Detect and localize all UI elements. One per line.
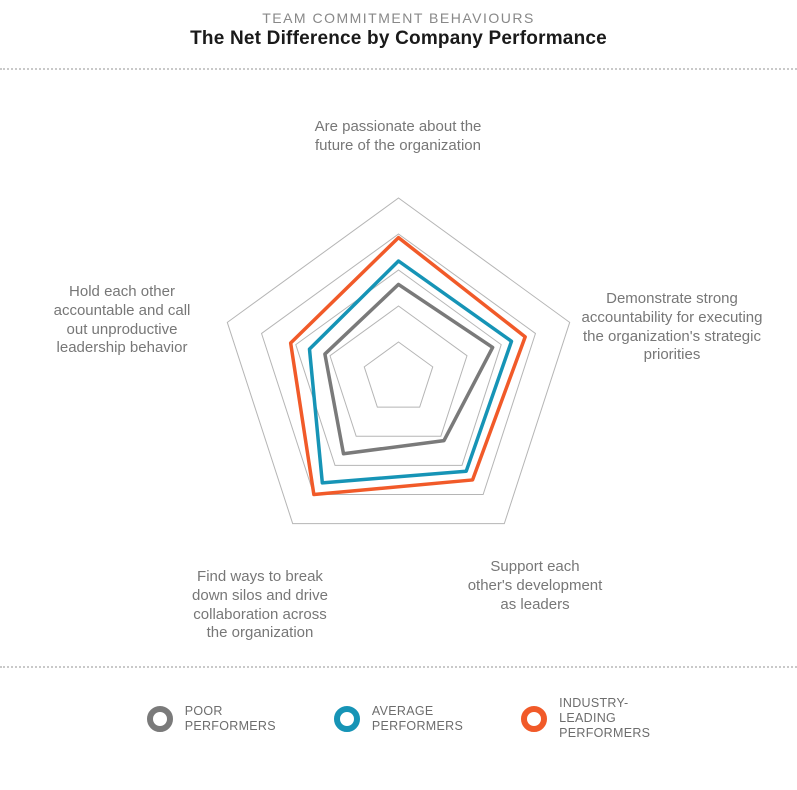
chart-title: The Net Difference by Company Performanc… bbox=[0, 28, 797, 50]
legend-swatch-icon bbox=[521, 706, 547, 732]
chart-header: TEAM COMMITMENT BEHAVIOURS The Net Diffe… bbox=[0, 0, 797, 50]
radar-chart: Are passionate about the future of the o… bbox=[0, 88, 797, 648]
legend-swatch-icon bbox=[147, 706, 173, 732]
axis-label: Are passionate about the future of the o… bbox=[278, 118, 518, 156]
legend-item: INDUSTRY- LEADING PERFORMERS bbox=[521, 696, 650, 741]
axis-label: Support each other's development as lead… bbox=[435, 558, 635, 614]
overline-text: TEAM COMMITMENT BEHAVIOURS bbox=[0, 10, 797, 26]
legend-swatch-icon bbox=[334, 706, 360, 732]
axis-label: Hold each other accountable and call out… bbox=[22, 283, 222, 358]
legend-label: INDUSTRY- LEADING PERFORMERS bbox=[559, 696, 650, 741]
legend-label: AVERAGE PERFORMERS bbox=[372, 704, 463, 734]
axis-label: Find ways to break down silos and drive … bbox=[160, 568, 360, 643]
grid-ring bbox=[330, 306, 467, 436]
divider-bottom bbox=[0, 666, 797, 668]
axis-label: Demonstrate strong accountability for ex… bbox=[567, 290, 777, 365]
legend-item: AVERAGE PERFORMERS bbox=[334, 704, 463, 734]
legend-item: POOR PERFORMERS bbox=[147, 704, 276, 734]
legend-label: POOR PERFORMERS bbox=[185, 704, 276, 734]
divider-top bbox=[0, 68, 797, 70]
radar-svg bbox=[0, 88, 797, 648]
grid-ring bbox=[364, 342, 432, 407]
grid-ring bbox=[227, 198, 569, 524]
legend: POOR PERFORMERS AVERAGE PERFORMERS INDUSTR… bbox=[0, 686, 797, 741]
